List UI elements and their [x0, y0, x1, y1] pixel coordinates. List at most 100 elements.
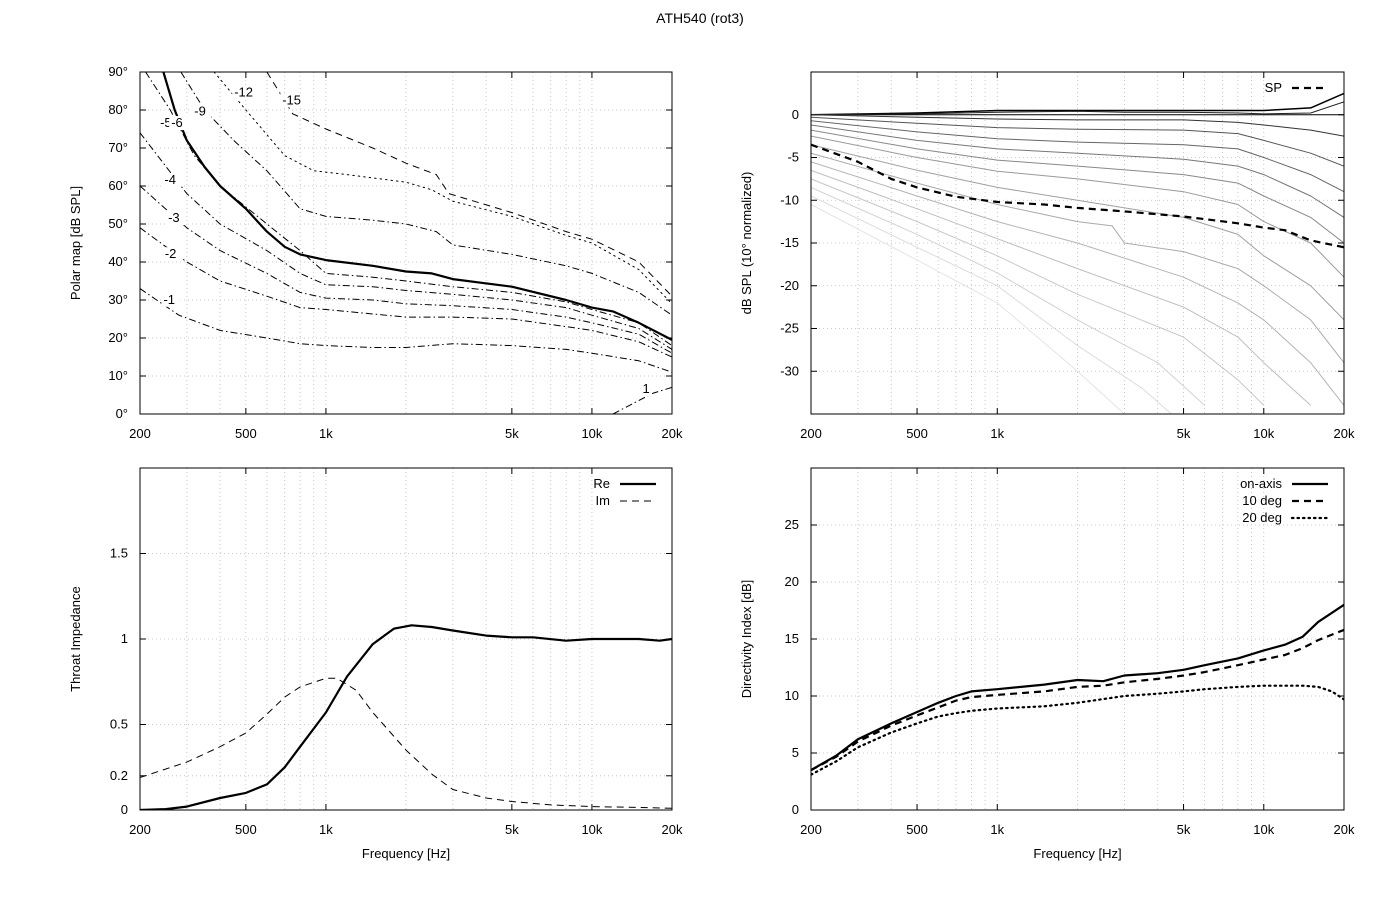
- y-tick-label: -10: [780, 192, 799, 207]
- y-axis-title: Polar map [dB SPL]: [68, 186, 83, 300]
- series-line: [811, 628, 1344, 772]
- y-tick-label: 0: [792, 107, 799, 122]
- series-line: [811, 114, 1344, 137]
- series-line: [811, 684, 1344, 776]
- x-tick-label: 1k: [990, 426, 1004, 441]
- series-line: [811, 186, 1206, 406]
- x-tick-label: 200: [800, 822, 822, 837]
- series-group: [811, 92, 1344, 414]
- series-line: [811, 135, 1344, 278]
- series-line: [811, 101, 1344, 116]
- x-tick-label: 10k: [581, 822, 602, 837]
- x-axis-title: Frequency [Hz]: [362, 846, 450, 861]
- series-line: [180, 72, 672, 316]
- contour-label-bg: [162, 247, 182, 262]
- series-line: [811, 152, 1344, 364]
- x-tick-label: 500: [235, 822, 257, 837]
- contour-label: -1: [163, 292, 175, 307]
- legend-label: 10 deg: [1242, 493, 1282, 508]
- series-line: [612, 386, 672, 414]
- series-line: [140, 624, 672, 810]
- contour-label: -12: [234, 85, 253, 100]
- contour-label: -9: [194, 104, 206, 119]
- contour-label: -5: [160, 115, 172, 130]
- series-line: [811, 204, 1125, 414]
- series-line: [811, 92, 1344, 116]
- x-tick-label: 1k: [319, 822, 333, 837]
- y-tick-label: 1.5: [110, 546, 128, 561]
- y-tick-label: 20°: [108, 330, 128, 345]
- contour-label-bg: [169, 116, 189, 131]
- x-tick-label: 200: [800, 426, 822, 441]
- y-tick-label: 60°: [108, 178, 128, 193]
- plot-frame: [810, 467, 1345, 811]
- y-tick-label: 10°: [108, 368, 128, 383]
- grid: [811, 468, 1344, 810]
- series-group: [811, 603, 1344, 776]
- series-line: [266, 72, 672, 297]
- series-line: [811, 178, 1265, 406]
- y-tick-label: 70°: [108, 140, 128, 155]
- contour-label-bg: [161, 292, 181, 307]
- series-line: [145, 72, 672, 347]
- chart-spl: 200 500 1k 5k 10k 20k 0 -5 -10 -15 -20 -25 -30 dB SPL…: [739, 71, 1355, 441]
- y-tick-label: -25: [780, 321, 799, 336]
- y-tick-label: 10: [785, 688, 799, 703]
- y-tick-label: 0.5: [110, 717, 128, 732]
- x-tick-label: 10k: [581, 426, 602, 441]
- contour-label: -3: [168, 210, 180, 225]
- y-tick-label: -20: [780, 278, 799, 293]
- contour-label-bg: [162, 173, 182, 188]
- series-line: [811, 124, 1344, 218]
- x-tick-label: 5k: [505, 426, 519, 441]
- series-line: [162, 72, 672, 341]
- contour-label: -2: [165, 246, 177, 261]
- series-line: [811, 143, 1344, 249]
- y-tick-label: 25: [785, 517, 799, 532]
- y-axis-title: Directivity Index [dB]: [739, 580, 754, 699]
- y-tick-label: -15: [780, 235, 799, 250]
- series-line: [811, 116, 1344, 167]
- y-axis-title: dB SPL (10° normalized): [739, 172, 754, 315]
- x-tick-label: 5k: [1177, 426, 1191, 441]
- x-tick-label: 500: [906, 426, 928, 441]
- x-tick-label: 20k: [662, 822, 683, 837]
- y-tick-label: 90°: [108, 64, 128, 79]
- plot-frame: [810, 71, 1345, 415]
- contour-label: -4: [164, 172, 176, 187]
- y-tick-label: 20: [785, 574, 799, 589]
- y-tick-label: 0°: [116, 406, 128, 421]
- y-tick-label: 5: [792, 745, 799, 760]
- y-tick-label: 15: [785, 631, 799, 646]
- y-tick-label: 0: [792, 802, 799, 817]
- legend-label: 20 deg: [1242, 510, 1282, 525]
- y-tick-label: -30: [780, 363, 799, 378]
- x-tick-label: 1k: [319, 426, 333, 441]
- grid: [140, 468, 672, 810]
- x-tick-label: 200: [129, 426, 151, 441]
- series-line: [140, 132, 672, 350]
- x-tick-label: 5k: [505, 822, 519, 837]
- y-tick-label: 80°: [108, 102, 128, 117]
- figure-title: ATH540 (rot3): [656, 10, 744, 26]
- series-line: [140, 185, 672, 354]
- x-tick-label: 10k: [1253, 822, 1274, 837]
- y-tick-label: -5: [787, 150, 799, 165]
- y-tick-label: 50°: [108, 216, 128, 231]
- y-tick-label: 30°: [108, 292, 128, 307]
- series-line: [811, 169, 1312, 406]
- x-tick-label: 500: [235, 426, 257, 441]
- grid: [140, 72, 672, 414]
- contour-label-bg: [280, 93, 307, 108]
- x-tick-label: 20k: [662, 426, 683, 441]
- series-line: [811, 603, 1344, 772]
- legend-label: on-axis: [1240, 476, 1282, 491]
- legend-label: Re: [593, 476, 610, 491]
- contour-label-bg: [232, 85, 259, 100]
- legend-label: SP: [1265, 80, 1282, 95]
- x-tick-label: 200: [129, 822, 151, 837]
- grid: [811, 72, 1344, 414]
- x-tick-label: 5k: [1177, 822, 1191, 837]
- legend-label: Im: [596, 493, 610, 508]
